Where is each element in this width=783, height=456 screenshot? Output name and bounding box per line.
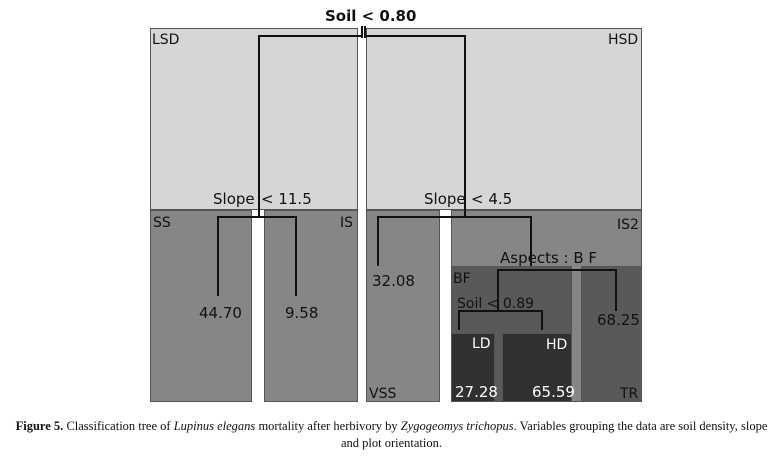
region-ss [150, 210, 252, 402]
root-tick-right [364, 26, 366, 38]
leaf-value-hd: 65.59 [532, 383, 575, 401]
split-slope-right-value: < 4.5 [471, 190, 513, 208]
branch-to-tr [615, 269, 617, 311]
caption-species: Lupinus elegans [173, 419, 256, 433]
branch-to-hd [541, 310, 543, 330]
region-hd [502, 333, 572, 402]
split-slope-left-value: < 11.5 [261, 190, 312, 208]
split-slope-left-label: Slope [213, 190, 255, 208]
aspects-branch [497, 269, 617, 271]
label-is: IS [340, 215, 354, 231]
branch-to-ld [458, 310, 460, 330]
caption-text-3: . Variables grouping the data are soil d… [340, 419, 768, 450]
caption-text-2: mortality after herbivory by [258, 419, 398, 433]
region-is [264, 210, 358, 402]
label-ld: LD [472, 336, 491, 352]
root-split-label: Soil < 0.80 [325, 7, 417, 25]
label-hsd: HSD [608, 32, 639, 48]
region-ld [451, 333, 495, 402]
branch-to-aspects [530, 216, 532, 266]
root-branch-left [258, 35, 361, 37]
label-ss: SS [153, 215, 171, 231]
root-branch-right [366, 35, 466, 37]
split-aspects-label: Aspects : B F [500, 249, 598, 267]
region-hsd [366, 28, 642, 210]
branch-to-ss [217, 216, 219, 296]
region-lsd [150, 28, 358, 210]
branch-to-slope-left [258, 35, 260, 216]
root-tick-left [361, 26, 363, 38]
label-lsd: LSD [152, 32, 180, 48]
leaf-value-tr: 68.25 [597, 311, 640, 329]
caption-text-1: Classification tree of [66, 419, 171, 433]
branch-to-soil-inner [497, 269, 499, 310]
soil-inner-branch [458, 310, 543, 312]
label-tr: TR [620, 386, 639, 402]
caption-label: Figure 5. [15, 419, 64, 433]
leaf-value-is: 9.58 [285, 304, 319, 322]
label-vss: VSS [369, 386, 397, 402]
label-hd: HD [546, 337, 568, 353]
label-bf: BF [453, 271, 471, 287]
leaf-value-ld: 27.28 [455, 383, 498, 401]
branch-to-slope-right [464, 35, 466, 216]
slope-right-branch [377, 216, 532, 218]
split-slope-right-label: Slope [424, 190, 466, 208]
leaf-value-vss: 32.08 [372, 272, 415, 290]
region-tr [581, 266, 642, 402]
leaf-value-ss: 44.70 [199, 304, 242, 322]
split-soil-inner-label: Soil < 0.89 [457, 296, 535, 312]
slope-left-branch [217, 216, 297, 218]
branch-to-vss [377, 216, 379, 266]
figure-caption: Figure 5. Classification tree of Lupinus… [10, 418, 773, 452]
label-is2: IS2 [617, 217, 639, 233]
caption-herbivore: Zygogeomys trichopus [400, 419, 514, 433]
branch-to-is [295, 216, 297, 296]
